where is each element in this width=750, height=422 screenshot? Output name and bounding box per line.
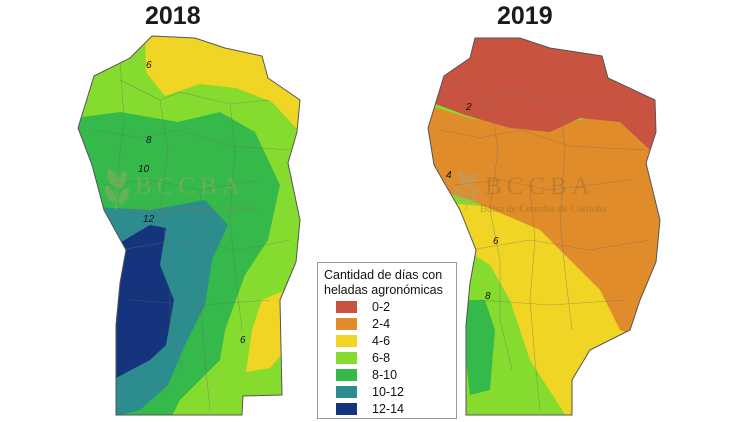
province-outline-2018 <box>77 35 301 416</box>
legend-swatch <box>336 369 357 381</box>
legend-swatch <box>336 335 357 347</box>
legend-label: 8-10 <box>372 368 398 382</box>
legend-item: 0-2 <box>324 299 450 315</box>
legend-item: 6-8 <box>324 350 450 366</box>
legend-item: 8-10 <box>324 367 450 383</box>
legend: Cantidad de días con heladas agronómicas… <box>317 262 457 419</box>
legend-label: 2-4 <box>372 317 391 331</box>
watermark-logo-2019: BCCBA Bolsa de Cereales de Córdoba <box>454 169 607 215</box>
legend-label: 6-8 <box>372 351 391 365</box>
legend-item: 2-4 <box>324 316 450 332</box>
legend-items: 0-2 2-4 4-6 6-8 8-10 10-12 12-14 <box>324 299 450 417</box>
contour-label: 12 <box>143 214 155 225</box>
map-2018: BCCBA Bolsa de Cereales de Córdoba 6 8 1… <box>77 35 301 416</box>
legend-item: 10-12 <box>324 384 450 400</box>
legend-swatch <box>336 386 357 398</box>
watermark-logo-2018: BCCBA Bolsa de Cereales de Córdoba <box>104 169 257 215</box>
department-boundaries <box>439 79 651 411</box>
year-title-2019: 2019 <box>497 2 553 30</box>
legend-item: 4-6 <box>324 333 450 349</box>
legend-swatch <box>336 318 357 330</box>
legend-label: 0-2 <box>372 300 391 314</box>
watermark-sub: Bolsa de Cereales de Córdoba <box>130 204 257 215</box>
watermark-sub: Bolsa de Cereales de Córdoba <box>480 204 607 215</box>
contour-label: 4 <box>446 170 452 181</box>
legend-label: 12-14 <box>372 402 404 416</box>
contour-label: 6 <box>146 60 152 71</box>
legend-swatch <box>336 352 357 364</box>
province-outline-2019 <box>427 37 661 416</box>
year-title-2018: 2018 <box>145 2 201 30</box>
legend-title: Cantidad de días con heladas agronómicas <box>324 268 443 297</box>
legend-swatch <box>336 403 357 415</box>
watermark-main: BCCBA <box>485 173 595 200</box>
legend-item: 12-14 <box>324 401 450 417</box>
zone-2-4 <box>428 100 660 340</box>
contour-label: 10 <box>138 164 150 175</box>
legend-label: 4-6 <box>372 334 391 348</box>
contour-label: 2 <box>465 102 472 113</box>
wheat-icon <box>454 169 480 210</box>
zone-12-14 <box>116 225 174 378</box>
watermark-main: BCCBA <box>135 173 245 200</box>
zone-4-6-south <box>246 290 290 372</box>
contour-label: 8 <box>146 135 152 146</box>
map-2019: BCCBA Bolsa de Cereales de Córdoba 2 4 6… <box>427 37 661 416</box>
contour-label: 6 <box>240 335 246 346</box>
wheat-icon <box>104 169 130 210</box>
contour-label: 6 <box>493 236 499 247</box>
legend-swatch <box>336 301 357 313</box>
contour-label: 8 <box>485 291 491 302</box>
zone-8-10 <box>465 300 495 395</box>
department-boundaries <box>94 59 291 411</box>
legend-label: 10-12 <box>372 385 404 399</box>
